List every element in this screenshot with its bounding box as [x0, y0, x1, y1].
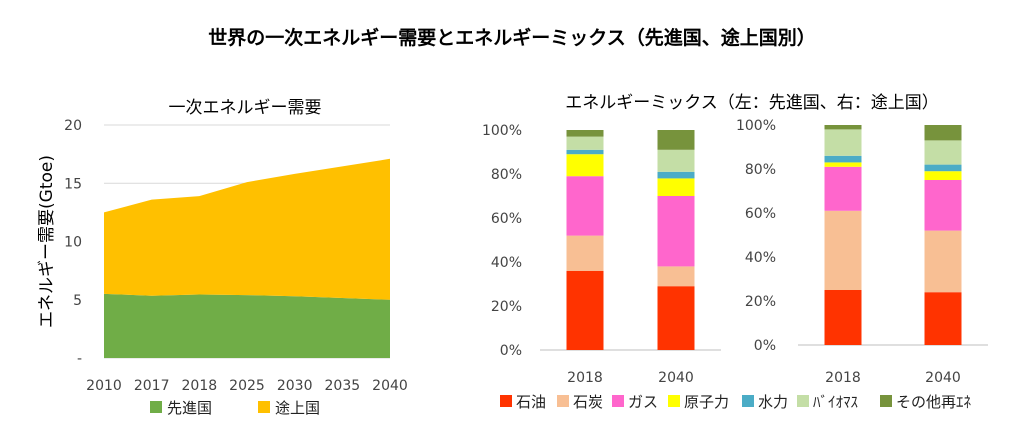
area-x-tick-label: 2030 — [277, 378, 313, 394]
mix-bar-segment — [924, 292, 962, 345]
mix-bar-segment — [657, 286, 695, 350]
mix-legend-swatch — [557, 395, 569, 407]
area-y-tick-label: 5 — [73, 293, 82, 309]
mix-legend-label: その他再ｴﾈ — [896, 393, 972, 411]
area-x-tick-label: 2017 — [134, 378, 170, 394]
mix-legend-swatch — [742, 395, 754, 407]
area-series-developing — [104, 158, 390, 300]
area-legend-swatch — [150, 401, 162, 413]
mix-bar-segment — [824, 210, 862, 290]
mix-y-tick-label: 20% — [491, 299, 522, 315]
mix-y-tick-label: 20% — [745, 294, 776, 310]
mix-x-tick-label: 2018 — [567, 370, 603, 386]
mix-bar-segment — [657, 149, 695, 172]
area-y-tick-label: 15 — [64, 176, 82, 192]
area-x-tick-label: 2040 — [372, 378, 408, 394]
mix-y-tick-label: 100% — [736, 118, 776, 134]
mix-y-tick-label: 0% — [754, 338, 776, 354]
area-chart-title: 一次エネルギー需要 — [169, 98, 322, 118]
mix-y-tick-label: 80% — [745, 162, 776, 178]
mix-legend-swatch — [500, 395, 512, 407]
mix-bar-segment — [566, 235, 604, 271]
mix-y-tick-label: 60% — [745, 206, 776, 222]
mix-legend-label: ﾊﾞｲｵﾏｽ — [813, 393, 858, 411]
mix-bar-segment — [657, 266, 695, 287]
mix-bar-segment — [824, 125, 862, 130]
area-x-tick-label: 2025 — [229, 378, 265, 394]
area-legend-label: 先進国 — [167, 399, 212, 417]
mix-bar-segment — [657, 171, 695, 179]
area-y-tick-label: - — [77, 351, 82, 367]
mix-legend-swatch — [797, 395, 809, 407]
mix-legend-label: 石炭 — [573, 393, 603, 411]
area-y-tick-label: 10 — [64, 235, 82, 251]
mix-y-tick-label: 100% — [482, 123, 522, 139]
area-x-tick-label: 2010 — [86, 378, 122, 394]
mix-legend-label: 石油 — [516, 393, 546, 411]
mix-legend-label: 水力 — [758, 393, 788, 411]
mix-bar-segment — [566, 136, 604, 150]
area-y-axis-label: エネルギー需要(Gtoe) — [37, 155, 57, 328]
mix-bar-segment — [566, 176, 604, 236]
mix-y-tick-label: 40% — [745, 250, 776, 266]
mix-legend-label: ガス — [628, 393, 658, 411]
mix-bar-segment — [824, 166, 862, 211]
mix-bar-segment — [924, 140, 962, 165]
mix-bar-segment — [924, 171, 962, 180]
mix-chart-title: エネルギーミックス（左：先進国、右：途上国） — [565, 93, 939, 113]
mix-bar-segment — [824, 290, 862, 345]
mix-bar-segment — [566, 149, 604, 155]
mix-bar-segment — [924, 230, 962, 293]
mix-bar-segment — [566, 130, 604, 137]
figure-title: 世界の一次エネルギー需要とエネルギーミックス（先進国、途上国別） — [208, 26, 815, 49]
mix-legend-swatch — [668, 395, 680, 407]
area-y-tick-label: 20 — [64, 118, 82, 134]
mix-bar-segment — [657, 130, 695, 150]
area-x-tick-label: 2035 — [325, 378, 361, 394]
area-legend-swatch — [258, 401, 270, 413]
mix-x-tick-label: 2040 — [658, 370, 694, 386]
area-x-tick-label: 2018 — [182, 378, 218, 394]
area-legend-label: 途上国 — [275, 399, 320, 417]
mix-bar-segment — [924, 164, 962, 172]
mix-bar-segment — [824, 162, 862, 167]
mix-y-tick-label: 80% — [491, 167, 522, 183]
mix-bar-segment — [657, 178, 695, 196]
mix-legend-swatch — [880, 395, 892, 407]
mix-y-tick-label: 0% — [500, 343, 522, 359]
mix-bar-segment — [824, 155, 862, 163]
mix-bar-segment — [824, 129, 862, 156]
mix-bar-segment — [657, 196, 695, 267]
mix-bar-segment — [566, 270, 604, 350]
mix-x-tick-label: 2040 — [925, 370, 961, 386]
mix-x-tick-label: 2018 — [825, 370, 861, 386]
area-series-developed — [104, 293, 390, 358]
mix-y-tick-label: 40% — [491, 255, 522, 271]
mix-bar-segment — [924, 125, 962, 141]
mix-bar-segment — [924, 180, 962, 231]
mix-legend-swatch — [612, 395, 624, 407]
mix-bar-segment — [566, 154, 604, 177]
mix-y-tick-label: 60% — [491, 211, 522, 227]
mix-legend-label: 原子力 — [684, 393, 729, 411]
